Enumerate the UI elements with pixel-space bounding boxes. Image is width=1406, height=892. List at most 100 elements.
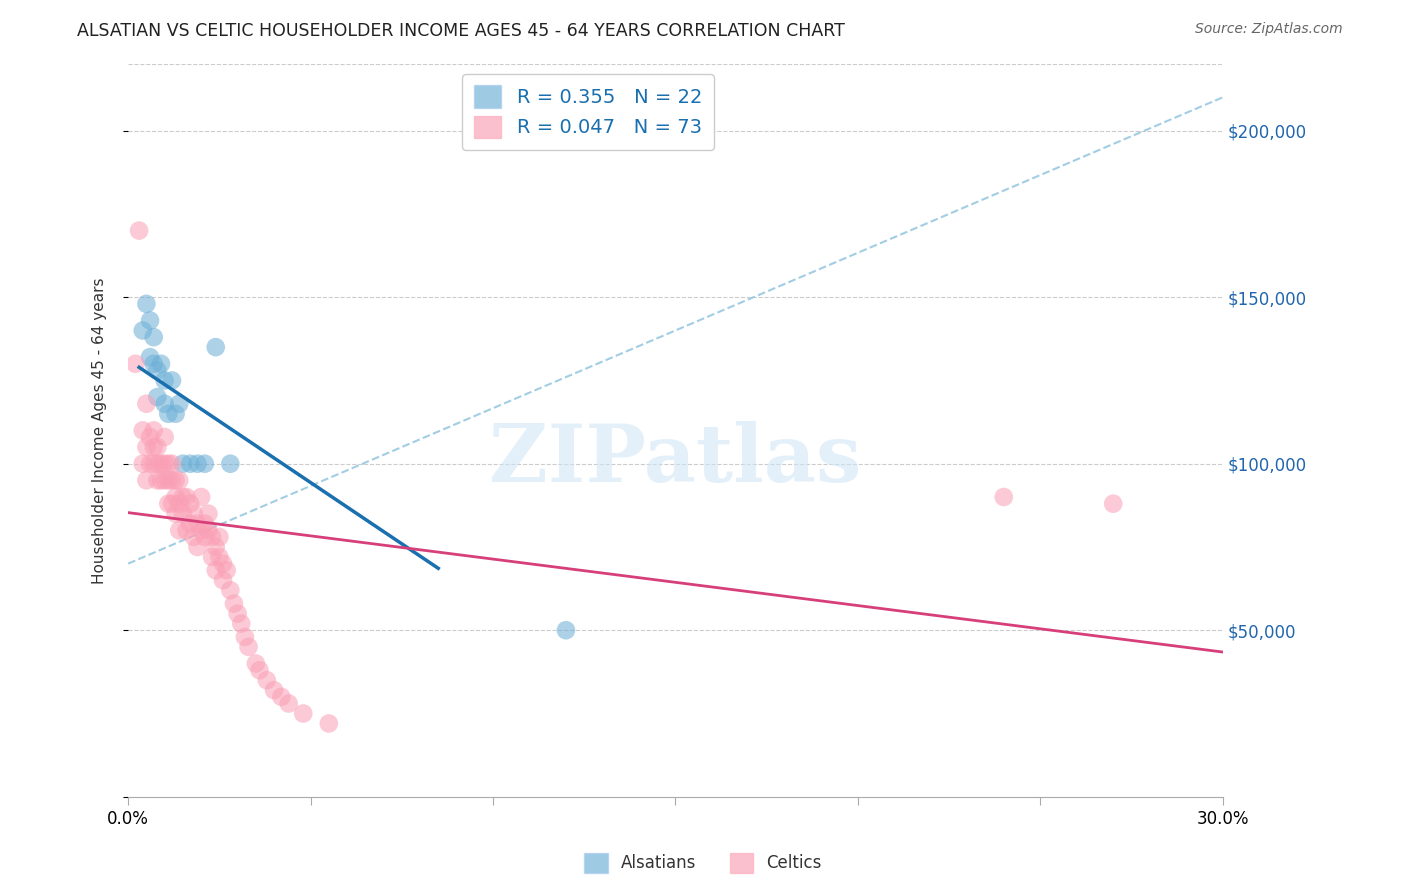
Point — [165, 407, 187, 421]
Point — [176, 490, 198, 504]
Point — [190, 490, 212, 504]
Point — [160, 374, 183, 388]
Point — [160, 497, 183, 511]
Point — [186, 540, 208, 554]
Point — [150, 457, 173, 471]
Point — [132, 457, 155, 471]
Point — [150, 474, 173, 488]
Point — [172, 507, 194, 521]
Point — [172, 490, 194, 504]
Point — [201, 549, 224, 564]
Point — [179, 516, 201, 531]
Point — [197, 507, 219, 521]
Point — [245, 657, 267, 671]
Point — [238, 640, 260, 654]
Point — [165, 507, 187, 521]
Point — [190, 524, 212, 538]
Text: ALSATIAN VS CELTIC HOUSEHOLDER INCOME AGES 45 - 64 YEARS CORRELATION CHART: ALSATIAN VS CELTIC HOUSEHOLDER INCOME AG… — [77, 22, 845, 40]
Point — [263, 683, 285, 698]
Point — [157, 497, 180, 511]
Point — [204, 540, 226, 554]
Point — [167, 474, 190, 488]
Point — [993, 490, 1015, 504]
Point — [139, 430, 162, 444]
Point — [201, 530, 224, 544]
Point — [135, 297, 157, 311]
Point — [204, 563, 226, 577]
Point — [146, 440, 169, 454]
Point — [194, 530, 217, 544]
Point — [167, 524, 190, 538]
Point — [132, 424, 155, 438]
Point — [142, 330, 165, 344]
Point — [165, 474, 187, 488]
Point — [277, 697, 299, 711]
Point — [179, 457, 201, 471]
Point — [204, 340, 226, 354]
Point — [167, 497, 190, 511]
Point — [219, 583, 242, 598]
Point — [142, 357, 165, 371]
Point — [146, 363, 169, 377]
Point — [139, 313, 162, 327]
Point — [231, 616, 253, 631]
Point — [146, 474, 169, 488]
Point — [176, 524, 198, 538]
Point — [208, 530, 231, 544]
Legend: R = 0.355   N = 22, R = 0.047   N = 73: R = 0.355 N = 22, R = 0.047 N = 73 — [463, 74, 714, 150]
Point — [146, 390, 169, 404]
Point — [183, 507, 205, 521]
Point — [165, 490, 187, 504]
Point — [249, 663, 271, 677]
Point — [208, 549, 231, 564]
Point — [186, 516, 208, 531]
Point — [153, 430, 176, 444]
Point — [256, 673, 278, 688]
Point — [197, 524, 219, 538]
Point — [142, 440, 165, 454]
Point — [292, 706, 315, 721]
Point — [226, 607, 249, 621]
Point — [150, 357, 173, 371]
Point — [139, 457, 162, 471]
Point — [160, 457, 183, 471]
Point — [153, 374, 176, 388]
Point — [135, 397, 157, 411]
Point — [167, 397, 190, 411]
Point — [139, 350, 162, 364]
Point — [153, 457, 176, 471]
Point — [128, 223, 150, 237]
Point — [142, 457, 165, 471]
Point — [179, 497, 201, 511]
Point — [183, 530, 205, 544]
Point — [132, 324, 155, 338]
Point — [555, 624, 578, 638]
Point — [157, 474, 180, 488]
Point — [135, 474, 157, 488]
Point — [124, 357, 146, 371]
Point — [135, 440, 157, 454]
Point — [153, 397, 176, 411]
Point — [215, 563, 238, 577]
Y-axis label: Householder Income Ages 45 - 64 years: Householder Income Ages 45 - 64 years — [93, 277, 107, 583]
Point — [270, 690, 292, 704]
Point — [172, 457, 194, 471]
Point — [160, 474, 183, 488]
Point — [212, 574, 235, 588]
Point — [142, 424, 165, 438]
Point — [153, 474, 176, 488]
Point — [194, 516, 217, 531]
Point — [1102, 497, 1125, 511]
Point — [157, 457, 180, 471]
Point — [212, 557, 235, 571]
Legend: Alsatians, Celtics: Alsatians, Celtics — [578, 847, 828, 880]
Text: Source: ZipAtlas.com: Source: ZipAtlas.com — [1195, 22, 1343, 37]
Text: ZIPatlas: ZIPatlas — [489, 421, 862, 499]
Point — [157, 407, 180, 421]
Point — [318, 716, 340, 731]
Point — [222, 597, 245, 611]
Point — [233, 630, 256, 644]
Point — [146, 457, 169, 471]
Point — [186, 457, 208, 471]
Point — [219, 457, 242, 471]
